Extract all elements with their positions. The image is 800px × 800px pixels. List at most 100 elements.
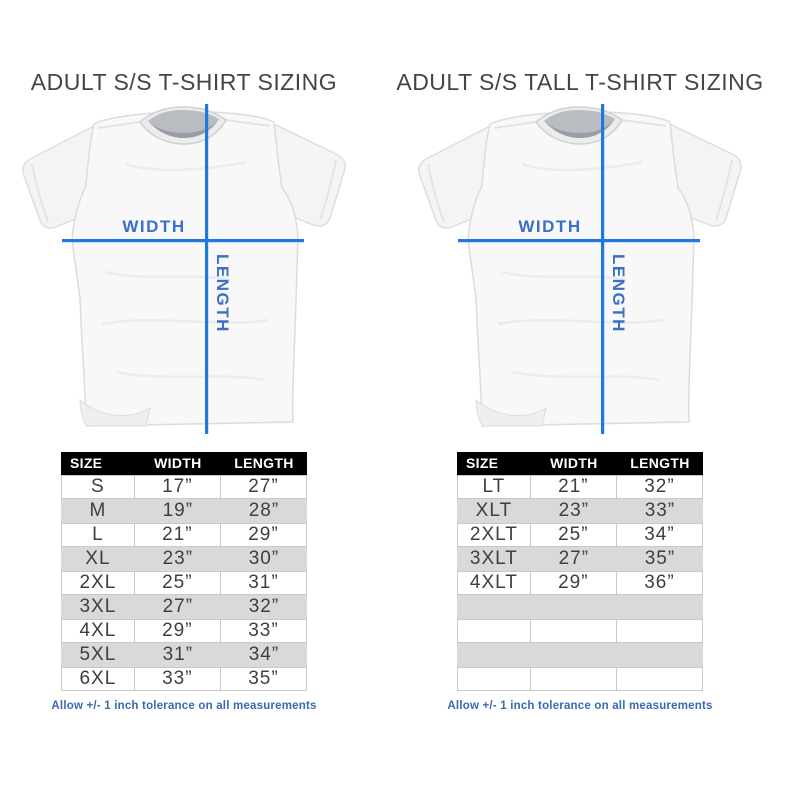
length-cell: 35”: [220, 666, 307, 691]
width-cell: [530, 666, 617, 691]
collar-shadow: [148, 118, 219, 138]
length-line: [205, 103, 209, 434]
width-cell: 25”: [530, 522, 617, 547]
length-cell: 32”: [248, 595, 280, 617]
size-table-tall: SIZE WIDTH LENGTH LT 21” 32” XLT 23” 33”…: [457, 451, 703, 691]
wrinkle: [125, 160, 247, 172]
width-cell: 29”: [530, 570, 617, 595]
size-cell: 5XL: [79, 643, 117, 665]
width-cell: 27”: [162, 595, 194, 617]
length-cell: 34”: [616, 522, 703, 547]
width-cell: 21”: [134, 522, 221, 547]
size-cell: 4XL: [61, 618, 135, 643]
length-cell: 31”: [220, 570, 307, 595]
length-cell: 29”: [220, 522, 307, 547]
wrinkle: [105, 270, 232, 282]
size-cell: 3XL: [79, 595, 117, 617]
table-header-row: SIZE WIDTH LENGTH: [61, 451, 307, 475]
size-cell: M: [89, 499, 107, 521]
width-cell: 21”: [530, 474, 617, 499]
panel-regular-sizing: ADULT S/S T-SHIRT SIZING: [0, 68, 368, 800]
size-cell: LT: [457, 474, 531, 499]
width-cell: [530, 618, 617, 643]
length-measure-label: LENGTH: [213, 254, 232, 333]
table-row-empty: [457, 666, 703, 691]
width-cell: 29”: [134, 618, 221, 643]
size-cell: [457, 618, 531, 643]
shirt-body: [71, 110, 299, 427]
panel-tall-sizing: ADULT S/S TALL T-SHIRT SIZING WIDTH: [368, 68, 792, 800]
table-row: XLT 23” 33”: [457, 498, 703, 523]
table-row-empty: [457, 594, 703, 619]
wrinkle: [101, 318, 269, 326]
size-cell: [457, 666, 531, 691]
left-cuff-fold: [427, 163, 445, 223]
length-cell: 30”: [248, 547, 280, 569]
shoulder-seam: [493, 118, 667, 129]
right-cuff-fold: [319, 159, 337, 221]
length-cell: 35”: [644, 547, 676, 569]
shoulder-seam: [97, 118, 271, 129]
size-cell: L: [61, 522, 135, 547]
table-row: 2XL 25” 31”: [61, 570, 307, 595]
size-cell: S: [61, 474, 135, 499]
table-row-empty: [457, 618, 703, 643]
header-width: WIDTH: [550, 455, 598, 472]
table-row: 3XL 27” 32”: [61, 594, 307, 619]
table-row: 4XLT 29” 36”: [457, 570, 703, 595]
tolerance-note: Allow +/- 1 inch tolerance on all measur…: [447, 699, 713, 712]
size-cell: 2XLT: [457, 522, 531, 547]
table-row: 5XL 31” 34”: [61, 642, 307, 667]
table-header-row: SIZE WIDTH LENGTH: [457, 451, 703, 475]
length-cell: 34”: [248, 643, 280, 665]
wrinkle: [115, 370, 265, 382]
left-cuff-fold: [31, 163, 49, 223]
hem-fold: [79, 398, 151, 427]
length-cell: 28”: [248, 499, 280, 521]
hem-fold: [475, 398, 547, 427]
page-title: ADULT S/S TALL T-SHIRT SIZING: [396, 69, 764, 95]
size-table-regular: SIZE WIDTH LENGTH S 17” 27” M 19” 28” L …: [61, 451, 307, 691]
length-cell: 36”: [616, 570, 703, 595]
width-cell: 31”: [162, 643, 194, 665]
width-line: [62, 238, 304, 243]
header-width: WIDTH: [154, 455, 202, 472]
header-length: LENGTH: [630, 455, 690, 472]
width-cell: 17”: [134, 474, 221, 499]
length-cell: [616, 618, 703, 643]
wrinkle: [521, 160, 643, 172]
header-size: SIZE: [466, 455, 499, 472]
length-cell: 32”: [616, 474, 703, 499]
width-measure-label: WIDTH: [122, 217, 185, 236]
header-length: LENGTH: [234, 455, 294, 472]
page-title: ADULT S/S T-SHIRT SIZING: [30, 69, 338, 95]
size-cell: 4XLT: [457, 570, 531, 595]
table-row: L 21” 29”: [61, 522, 307, 547]
wrinkle: [501, 270, 628, 282]
table-row: LT 21” 32”: [457, 474, 703, 499]
tolerance-note: Allow +/- 1 inch tolerance on all measur…: [51, 699, 317, 712]
size-cell: 3XLT: [469, 547, 518, 569]
tshirt-diagram: WIDTH LENGTH: [6, 102, 362, 438]
length-cell: [616, 666, 703, 691]
table-row: XL 23” 30”: [61, 546, 307, 571]
length-cell: 27”: [220, 474, 307, 499]
size-cell: 2XL: [61, 570, 135, 595]
width-cell: 19”: [162, 499, 194, 521]
right-cuff-fold: [715, 159, 733, 221]
table-row: M 19” 28”: [61, 498, 307, 523]
width-cell: 33”: [134, 666, 221, 691]
table-row: 3XLT 27” 35”: [457, 546, 703, 571]
wrinkle: [511, 370, 661, 382]
width-cell: 25”: [134, 570, 221, 595]
size-cell: XLT: [475, 499, 513, 521]
width-measure-label: WIDTH: [518, 217, 581, 236]
table-row-empty: [457, 642, 703, 667]
shirt-body: [467, 110, 695, 427]
table-row: 6XL 33” 35”: [61, 666, 307, 691]
table-row: 4XL 29” 33”: [61, 618, 307, 643]
size-cell: XL: [85, 547, 111, 569]
size-cell: 6XL: [61, 666, 135, 691]
tshirt-illustration: WIDTH LENGTH: [418, 103, 742, 434]
